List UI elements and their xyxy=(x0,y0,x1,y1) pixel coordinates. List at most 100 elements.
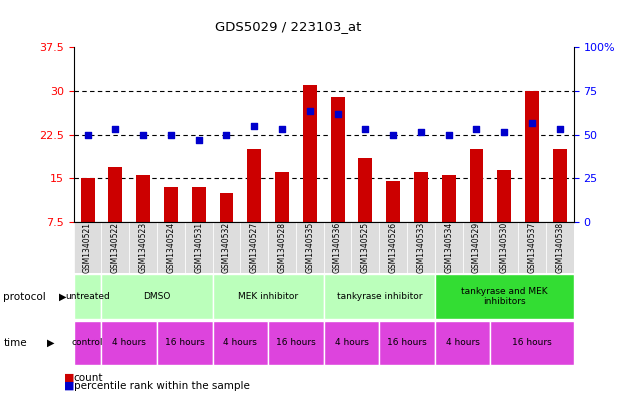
Bar xyxy=(324,321,379,365)
Text: GSM1340535: GSM1340535 xyxy=(305,222,314,273)
Point xyxy=(416,129,426,135)
Text: GDS5029 / 223103_at: GDS5029 / 223103_at xyxy=(215,20,362,33)
Bar xyxy=(407,222,435,273)
Bar xyxy=(213,274,324,320)
Text: MEK inhibitor: MEK inhibitor xyxy=(238,292,298,301)
Text: DMSO: DMSO xyxy=(144,292,171,301)
Text: ■: ■ xyxy=(64,373,74,383)
Bar xyxy=(546,222,574,273)
Text: GSM1340524: GSM1340524 xyxy=(167,222,176,273)
Point xyxy=(249,123,260,129)
Bar xyxy=(74,321,101,365)
Text: GSM1340531: GSM1340531 xyxy=(194,222,203,273)
Point xyxy=(388,131,398,138)
Text: 16 hours: 16 hours xyxy=(387,338,427,347)
Point xyxy=(304,108,315,114)
Point xyxy=(360,126,370,132)
Text: protocol: protocol xyxy=(3,292,46,302)
Text: GSM1340525: GSM1340525 xyxy=(361,222,370,273)
Text: GSM1340529: GSM1340529 xyxy=(472,222,481,273)
Text: 4 hours: 4 hours xyxy=(445,338,479,347)
Text: 16 hours: 16 hours xyxy=(512,338,552,347)
Text: time: time xyxy=(3,338,27,348)
Point xyxy=(138,131,148,138)
Text: GSM1340534: GSM1340534 xyxy=(444,222,453,273)
Point xyxy=(194,137,204,143)
Bar xyxy=(74,274,101,320)
Text: GSM1340538: GSM1340538 xyxy=(555,222,564,273)
Bar xyxy=(137,175,150,222)
Text: untreated: untreated xyxy=(65,292,110,301)
Bar xyxy=(240,222,268,273)
Bar xyxy=(386,181,400,222)
Text: GSM1340532: GSM1340532 xyxy=(222,222,231,273)
Bar xyxy=(268,222,296,273)
Bar xyxy=(129,222,157,273)
Bar xyxy=(414,173,428,222)
Bar xyxy=(525,91,539,222)
Bar xyxy=(81,178,95,222)
Point xyxy=(277,126,287,132)
Bar xyxy=(518,222,546,273)
Bar xyxy=(463,222,490,273)
Bar xyxy=(219,193,233,222)
Point xyxy=(471,126,481,132)
Bar xyxy=(358,158,372,222)
Bar xyxy=(351,222,379,273)
Bar xyxy=(164,187,178,222)
Bar xyxy=(101,274,213,320)
Bar xyxy=(157,222,185,273)
Bar xyxy=(296,222,324,273)
Bar xyxy=(379,321,435,365)
Bar xyxy=(74,222,101,273)
Bar xyxy=(435,274,574,320)
Text: GSM1340522: GSM1340522 xyxy=(111,222,120,273)
Text: GSM1340530: GSM1340530 xyxy=(500,222,509,273)
Text: 16 hours: 16 hours xyxy=(276,338,316,347)
Bar xyxy=(490,321,574,365)
Bar xyxy=(435,321,490,365)
Text: GSM1340521: GSM1340521 xyxy=(83,222,92,273)
Bar xyxy=(157,321,213,365)
Point xyxy=(554,126,565,132)
Text: 4 hours: 4 hours xyxy=(224,338,257,347)
Bar xyxy=(213,321,268,365)
Point xyxy=(444,131,454,138)
Bar xyxy=(435,222,463,273)
Point xyxy=(527,120,537,126)
Bar xyxy=(469,149,483,222)
Bar xyxy=(101,222,129,273)
Text: GSM1340533: GSM1340533 xyxy=(417,222,426,273)
Bar xyxy=(268,321,324,365)
Point xyxy=(333,111,343,118)
Bar xyxy=(275,173,289,222)
Text: tankyrase and MEK
inhibitors: tankyrase and MEK inhibitors xyxy=(461,287,547,307)
Bar xyxy=(553,149,567,222)
Point xyxy=(166,131,176,138)
Bar xyxy=(324,274,435,320)
Text: tankyrase inhibitor: tankyrase inhibitor xyxy=(337,292,422,301)
Bar xyxy=(379,222,407,273)
Text: count: count xyxy=(74,373,103,383)
Text: percentile rank within the sample: percentile rank within the sample xyxy=(74,381,249,391)
Text: ▶: ▶ xyxy=(47,338,54,348)
Text: GSM1340536: GSM1340536 xyxy=(333,222,342,273)
Bar xyxy=(303,85,317,222)
Point xyxy=(499,129,510,135)
Text: GSM1340523: GSM1340523 xyxy=(138,222,147,273)
Bar xyxy=(247,149,262,222)
Bar xyxy=(324,222,351,273)
Bar xyxy=(213,222,240,273)
Text: GSM1340527: GSM1340527 xyxy=(250,222,259,273)
Point xyxy=(110,126,121,132)
Bar xyxy=(497,170,512,222)
Bar xyxy=(331,97,345,222)
Text: GSM1340537: GSM1340537 xyxy=(528,222,537,273)
Text: 4 hours: 4 hours xyxy=(335,338,369,347)
Text: 4 hours: 4 hours xyxy=(112,338,146,347)
Text: ▶: ▶ xyxy=(59,292,67,302)
Bar xyxy=(108,167,122,222)
Text: ■: ■ xyxy=(64,381,74,391)
Bar xyxy=(442,175,456,222)
Point xyxy=(221,131,231,138)
